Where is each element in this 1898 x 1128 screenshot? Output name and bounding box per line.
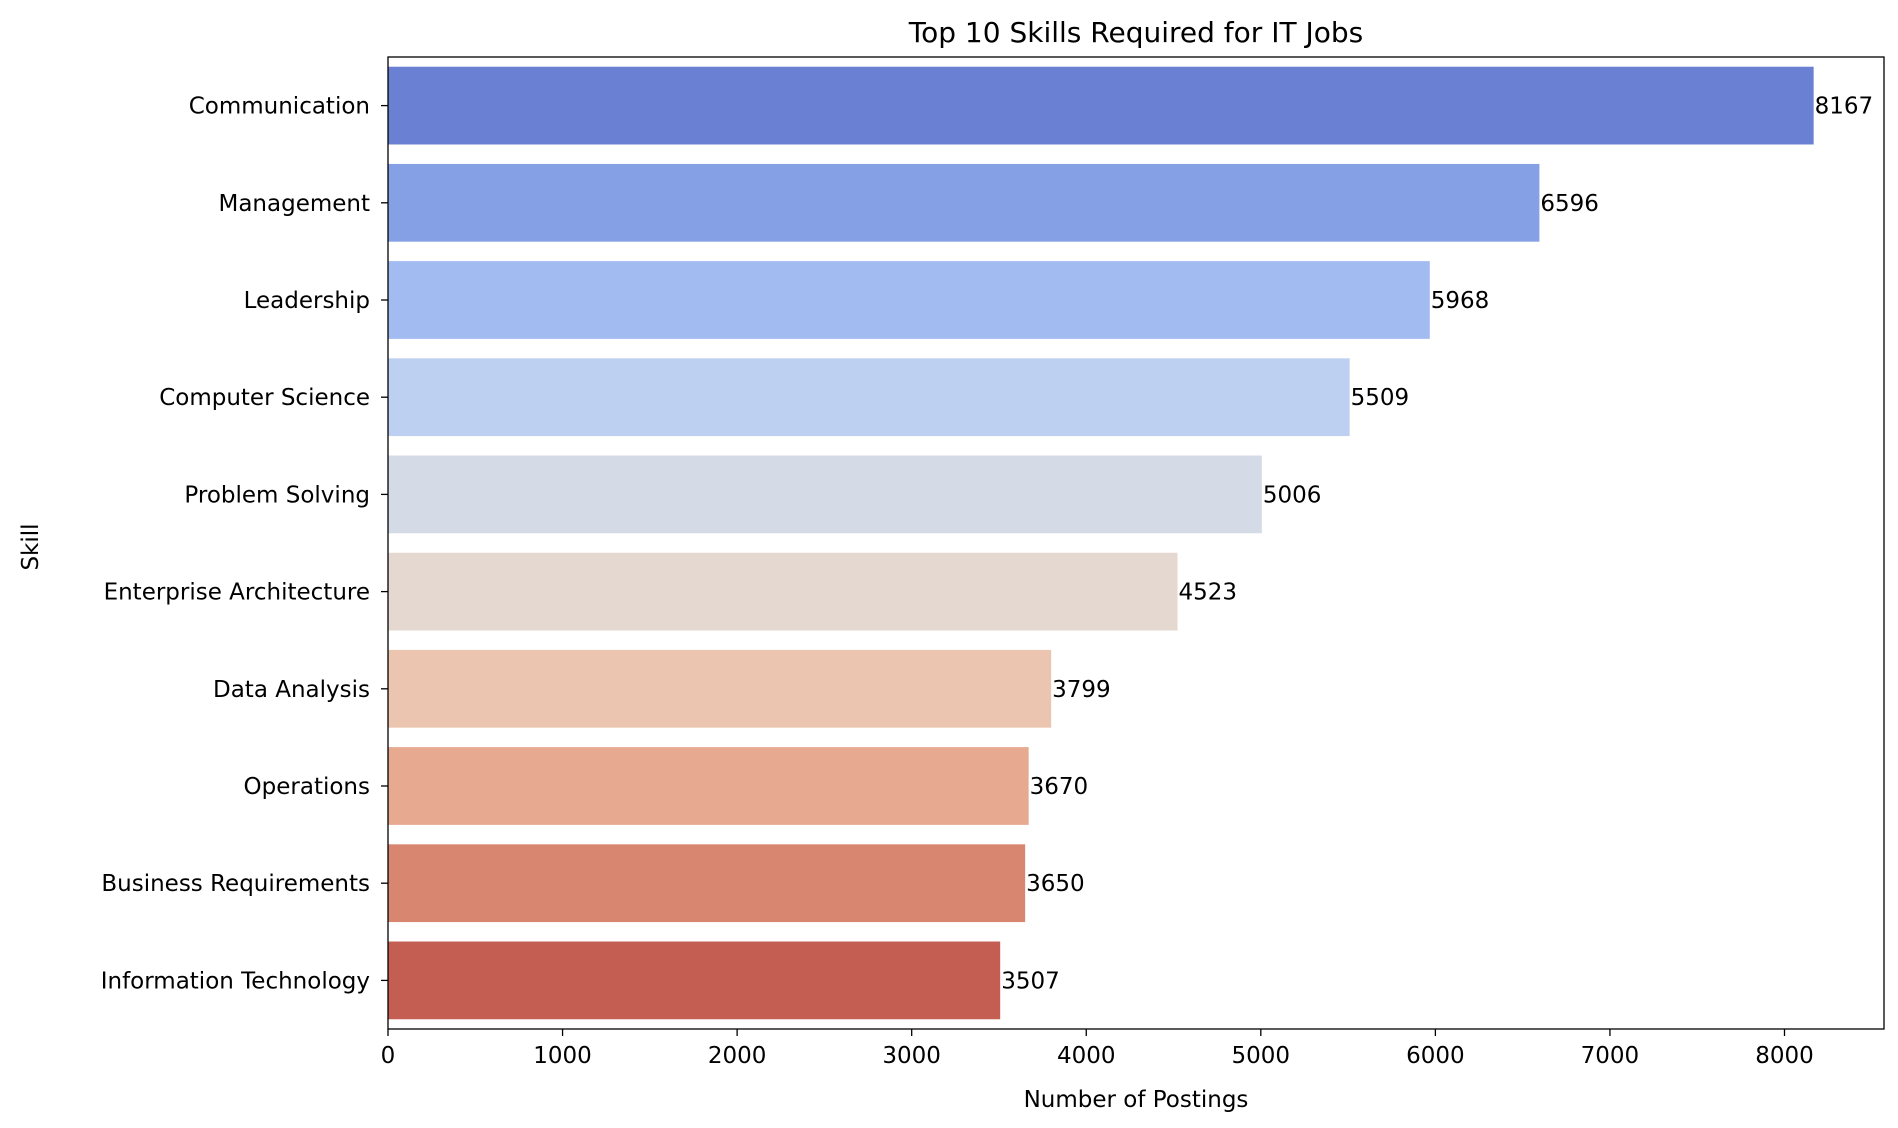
y-tick-label-4: Problem Solving bbox=[184, 482, 370, 508]
x-tick-label-7: 7000 bbox=[1581, 1043, 1640, 1069]
data-label-9: 3507 bbox=[1001, 968, 1060, 994]
bar-9 bbox=[388, 941, 1001, 1020]
y-tick-label-6: Data Analysis bbox=[213, 677, 370, 703]
x-tick-label-1: 1000 bbox=[533, 1043, 592, 1069]
y-tick-label-5: Enterprise Architecture bbox=[104, 580, 370, 606]
data-label-4: 5006 bbox=[1263, 482, 1322, 508]
y-tick-label-0: Communication bbox=[189, 94, 370, 120]
bar-7 bbox=[388, 747, 1029, 825]
x-tick-label-6: 6000 bbox=[1406, 1043, 1465, 1069]
data-label-5: 4523 bbox=[1179, 580, 1238, 606]
bar-4 bbox=[388, 455, 1262, 534]
y-tick-label-2: Leadership bbox=[244, 288, 370, 314]
chart-title: Top 10 Skills Required for IT Jobs bbox=[908, 16, 1363, 49]
bar-1 bbox=[388, 163, 1540, 242]
y-tick-label-8: Business Requirements bbox=[101, 871, 370, 897]
bar-2 bbox=[388, 261, 1430, 339]
x-axis-label: Number of Postings bbox=[1024, 1087, 1249, 1113]
y-tick-label-9: Information Technology bbox=[101, 968, 370, 994]
data-label-0: 8167 bbox=[1815, 94, 1874, 120]
data-label-1: 6596 bbox=[1540, 191, 1599, 217]
data-label-6: 3799 bbox=[1052, 677, 1111, 703]
data-label-3: 5509 bbox=[1351, 385, 1410, 411]
x-tick-label-2: 2000 bbox=[708, 1043, 767, 1069]
x-tick-label-5: 5000 bbox=[1232, 1043, 1291, 1069]
y-axis-label: Skill bbox=[18, 523, 44, 570]
data-label-8: 3650 bbox=[1026, 871, 1085, 897]
data-label-7: 3670 bbox=[1030, 774, 1089, 800]
bar-6 bbox=[388, 649, 1052, 728]
bar-0 bbox=[388, 66, 1814, 145]
y-tick-label-3: Computer Science bbox=[159, 385, 370, 411]
y-tick-label-7: Operations bbox=[244, 774, 370, 800]
x-tick-label-0: 0 bbox=[381, 1043, 396, 1069]
x-tick-label-4: 4000 bbox=[1057, 1043, 1116, 1069]
axes-layer: Communication Management Leadership Compute… bbox=[101, 56, 1885, 1069]
x-tick-label-8: 8000 bbox=[1755, 1043, 1814, 1069]
bar-5 bbox=[388, 552, 1178, 631]
x-tick-label-3: 3000 bbox=[882, 1043, 941, 1069]
bars-layer: 8167 6596 5968 5509 5006 4523 3799 3670 3650 3507 bbox=[388, 66, 1874, 1020]
data-label-2: 5968 bbox=[1431, 288, 1490, 314]
plot-frame bbox=[387, 56, 1885, 1030]
bar-3 bbox=[388, 358, 1350, 437]
y-tick-label-1: Management bbox=[218, 191, 370, 217]
bar-8 bbox=[388, 844, 1026, 923]
